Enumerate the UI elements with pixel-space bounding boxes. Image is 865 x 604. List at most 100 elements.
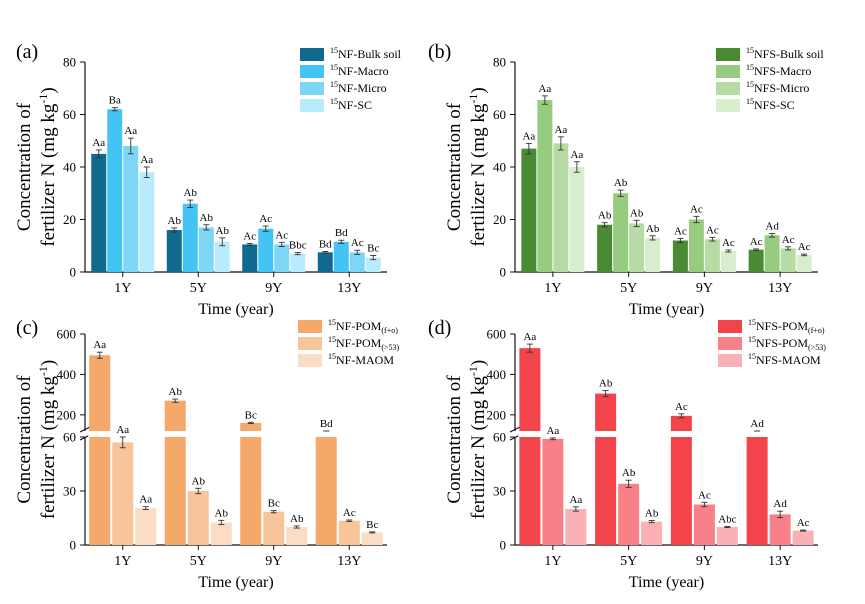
bar <box>187 491 209 545</box>
x-tick-label: 9Y <box>265 281 282 296</box>
data-label: Ab <box>216 225 230 237</box>
x-tick-label: 1Y <box>544 554 561 569</box>
bar <box>198 227 214 272</box>
y-axis-title-text: fertilizer N (mg kg <box>468 376 489 519</box>
panel-label: (c) <box>16 317 38 339</box>
bar <box>338 520 360 545</box>
bar <box>537 100 553 272</box>
data-label: Ab <box>192 475 206 487</box>
x-axis-title: Time (year) <box>629 574 704 591</box>
y-tick-label: 30 <box>493 484 506 499</box>
x-tick-label: 9Y <box>265 554 282 569</box>
chart-panel-2: (c) Concentration of fertilizer N (mg kg-1… <box>14 317 400 591</box>
y-tick-label: 600 <box>57 327 77 342</box>
data-label: Ab <box>168 215 182 227</box>
legend-swatch <box>718 354 742 367</box>
bar <box>519 348 541 545</box>
bar <box>595 393 617 545</box>
legend-label-text: NF-Macro <box>338 64 389 78</box>
bar-break-gap <box>594 431 618 437</box>
legend-label-sup: 15 <box>330 46 338 55</box>
data-label: Ac <box>351 237 364 249</box>
bar <box>182 203 198 272</box>
legend-label-sub: (f+o) <box>808 326 825 335</box>
data-label: Ac <box>674 225 687 237</box>
y-axis-title-line1: Concentration of <box>444 102 465 231</box>
legend-label: 15NF-MAOM <box>328 352 394 367</box>
y-tick-label: 80 <box>63 55 76 70</box>
legend-label-sub: (>53) <box>808 343 826 352</box>
chart-panel-1: (b) Concentration of fertilizer N (mg kg-1… <box>428 41 824 318</box>
legend-swatch <box>718 337 742 350</box>
data-label: Ab <box>598 210 612 222</box>
legend-label-text: NFS-Macro <box>754 64 811 78</box>
data-label: Ac <box>750 236 763 248</box>
x-tick-label: 9Y <box>696 281 713 296</box>
data-label: Aa <box>93 339 106 351</box>
bar-break-gap <box>163 431 187 437</box>
y-axis-title-text: fertilizer N (mg kg <box>38 376 59 519</box>
legend-label-text: NFS-POM <box>756 319 808 333</box>
panel-label: (b) <box>428 41 451 63</box>
y-axis-title-line2: fertilizer N (mg kg-1) <box>36 87 59 246</box>
y-axis-title-line1: Concentration of <box>444 375 465 504</box>
data-label: Ac <box>797 517 810 529</box>
x-tick-label: 13Y <box>337 281 361 296</box>
legend-label: 15NFS-MAOM <box>748 352 821 367</box>
legend-label: 15NFS-Bulk soil <box>746 46 824 61</box>
bar <box>89 355 111 545</box>
data-label: Ad <box>773 498 787 510</box>
legend-swatch <box>718 320 742 333</box>
data-label: Ab <box>630 207 644 219</box>
legend-label-text: NFS-MAOM <box>756 353 821 367</box>
bar <box>290 253 306 272</box>
y-tick-label: 0 <box>70 538 77 553</box>
y-axis-title-line1: Concentration of <box>14 102 35 231</box>
x-tick-label: 1Y <box>544 281 561 296</box>
x-tick-label: 1Y <box>114 281 131 296</box>
bar <box>553 143 569 272</box>
legend-label-sup: 15 <box>748 318 756 327</box>
bar <box>618 483 640 545</box>
axis-break-mark <box>79 426 91 433</box>
bar <box>286 527 308 545</box>
bar <box>613 193 629 272</box>
data-label: Bc <box>245 409 257 421</box>
data-label: Bbc <box>289 240 307 252</box>
y-tick-label: 20 <box>493 212 506 227</box>
data-label: Aa <box>139 494 152 506</box>
data-label: Abc <box>718 513 736 525</box>
bar <box>361 532 383 545</box>
data-label: Aa <box>554 124 567 136</box>
legend-label-sup: 15 <box>746 80 754 89</box>
legend-label-text: NFS-Micro <box>754 81 809 95</box>
data-label: Aa <box>523 331 536 343</box>
bar <box>240 422 262 545</box>
data-label: Ac <box>690 203 703 215</box>
y-axis-title-line1: Concentration of <box>14 375 35 504</box>
data-label: Ba <box>109 95 121 107</box>
legend-label: 15NFS-POM(f+o) <box>748 318 825 335</box>
data-label: Bc <box>367 242 379 254</box>
bar <box>315 431 337 545</box>
bar <box>242 244 258 272</box>
chart-panel-3: (d) Concentration of fertilizer N (mg kg-1… <box>428 317 826 591</box>
legend-label-text: NFS-POM <box>756 336 808 350</box>
y-tick-label: 30 <box>63 484 76 499</box>
data-label: Ac <box>698 489 711 501</box>
bar <box>597 224 613 272</box>
y-tick-label: 200 <box>57 407 77 422</box>
x-axis-title: Time (year) <box>629 301 704 318</box>
data-label: Ac <box>675 401 688 413</box>
bar <box>274 244 290 272</box>
x-axis-title: Time (year) <box>198 574 273 591</box>
bar <box>123 146 139 272</box>
legend-swatch <box>716 65 740 78</box>
x-tick-label: 5Y <box>620 554 637 569</box>
data-label: Bd <box>320 418 333 430</box>
legend-label-sup: 15 <box>328 335 336 344</box>
data-label: Ad <box>750 418 764 430</box>
bar <box>349 252 365 272</box>
bar-break-gap <box>669 431 693 437</box>
bar <box>258 228 274 272</box>
